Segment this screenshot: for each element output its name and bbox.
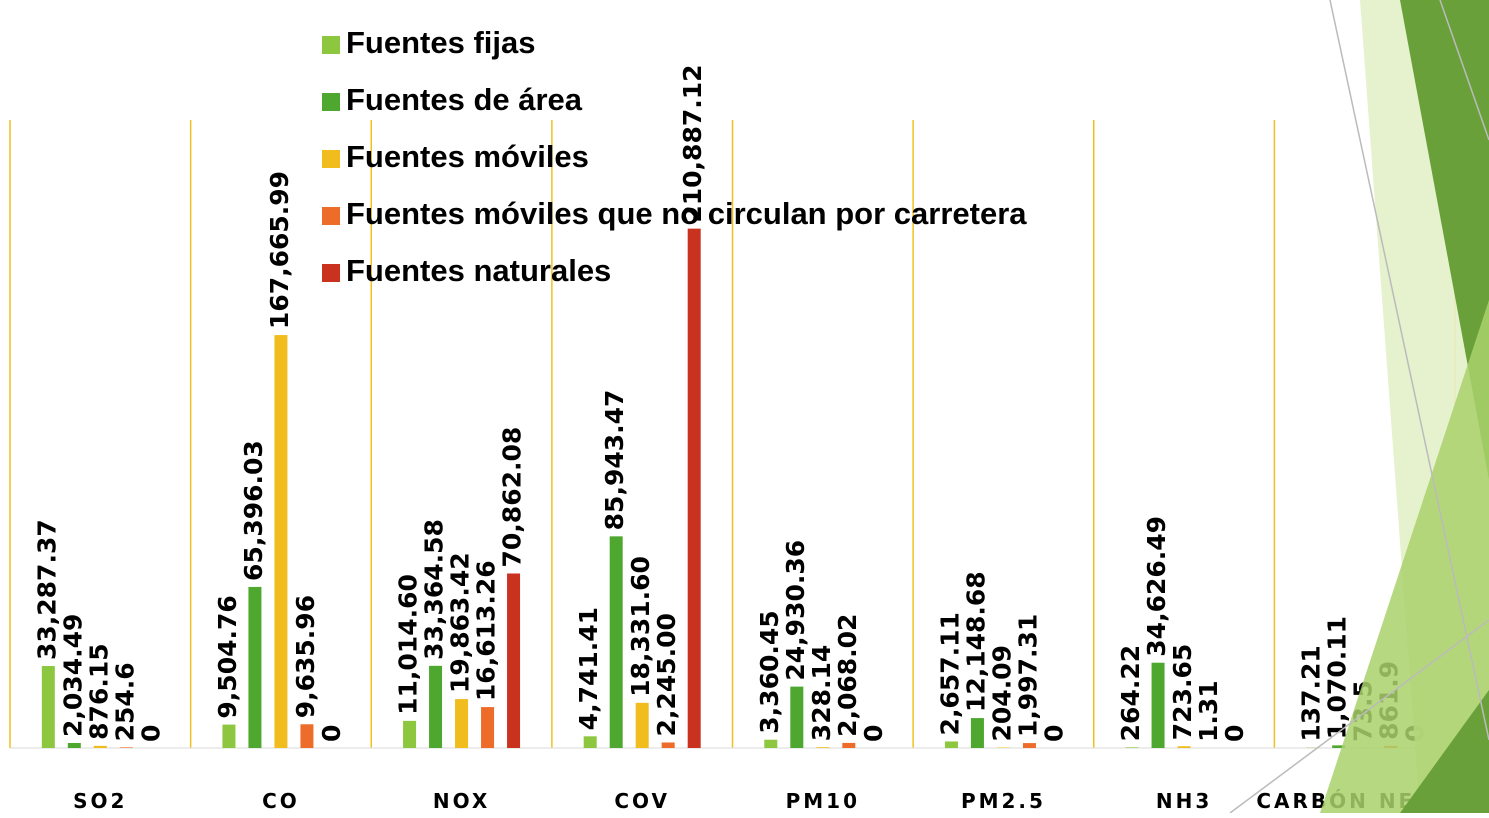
data-label: 70,862.08 — [498, 427, 527, 568]
bar — [971, 718, 984, 748]
legend-label: Fuentes móviles que no circulan por carr… — [346, 196, 1027, 231]
data-label: 204.09 — [987, 645, 1016, 741]
bar — [1126, 747, 1139, 748]
bar — [945, 741, 958, 748]
data-label: 16,613.26 — [472, 560, 501, 701]
data-label: 3,360.45 — [755, 610, 784, 733]
bar — [94, 746, 107, 748]
x-tick-label: CO — [262, 789, 300, 813]
data-label: 11,014.60 — [394, 574, 423, 715]
data-label: 0 — [859, 725, 888, 742]
legend-label: Fuentes móviles — [346, 139, 589, 174]
x-tick-label: PM2.5 — [961, 789, 1046, 813]
bar — [1152, 663, 1165, 748]
data-label: 19,863.42 — [446, 552, 475, 693]
bar — [764, 740, 777, 748]
data-label: 9,635.96 — [291, 595, 320, 718]
data-label: 9,504.76 — [213, 595, 242, 718]
bar — [790, 687, 803, 748]
data-label: 254.6 — [110, 662, 139, 741]
data-label: 2,034.49 — [58, 614, 87, 737]
x-tick-label: COV — [614, 789, 670, 813]
data-label: 18,331.60 — [626, 556, 655, 697]
data-label: 2,245.00 — [652, 613, 681, 736]
bar — [662, 742, 675, 748]
data-label: 33,287.37 — [32, 519, 61, 660]
x-tick-label: NH3 — [1156, 789, 1212, 813]
data-label: 2,068.02 — [833, 614, 862, 737]
bar — [455, 699, 468, 748]
data-label: 85,943.47 — [600, 390, 629, 531]
data-label: 2,657.11 — [935, 612, 964, 735]
bar — [816, 747, 829, 748]
legend-swatch — [322, 207, 340, 225]
bar — [274, 335, 287, 748]
data-label: 0 — [317, 725, 346, 742]
bar — [842, 743, 855, 748]
bar — [610, 536, 623, 748]
data-label: 0 — [1039, 725, 1068, 742]
plot-area: SO233,287.372,034.49876.15254.60CO9,504.… — [10, 25, 1473, 813]
bar — [248, 587, 261, 748]
data-label: 34,626.49 — [1142, 516, 1171, 657]
legend-label: Fuentes naturales — [346, 253, 611, 288]
data-label: 24,930.36 — [781, 540, 810, 681]
data-label: 1,070.11 — [1323, 616, 1352, 739]
legend-label: Fuentes fijas — [346, 25, 536, 60]
bar — [1023, 743, 1036, 748]
data-label: 328.14 — [807, 645, 836, 741]
data-label: 723.65 — [1168, 644, 1197, 740]
bar — [507, 573, 520, 748]
bar — [636, 703, 649, 748]
data-label: 264.22 — [1116, 645, 1145, 741]
x-tick-label: SO2 — [73, 789, 127, 813]
bar — [403, 721, 416, 748]
legend-swatch — [322, 264, 340, 282]
bar — [300, 724, 313, 748]
data-label: 876.15 — [84, 643, 113, 739]
bar — [120, 747, 133, 748]
data-label: 33,364.58 — [420, 519, 449, 660]
data-label: 1.31 — [1194, 680, 1223, 742]
legend-swatch — [322, 93, 340, 111]
data-label: 137.21 — [1297, 645, 1326, 741]
legend-swatch — [322, 36, 340, 54]
data-label: 4,741.41 — [574, 607, 603, 730]
data-label: 0 — [1220, 725, 1249, 742]
data-label: 1,997.31 — [1013, 614, 1042, 737]
legend-label: Fuentes de área — [346, 82, 583, 117]
x-tick-label: PM10 — [786, 789, 860, 813]
data-label: 167,665.99 — [265, 171, 294, 329]
data-label: 12,148.68 — [961, 571, 990, 712]
bar — [68, 743, 81, 748]
data-label: 65,396.03 — [239, 440, 268, 581]
x-tick-label: NOX — [433, 789, 490, 813]
data-label: 0 — [136, 725, 165, 742]
bar — [688, 229, 701, 748]
bar — [42, 666, 55, 748]
legend-swatch — [322, 150, 340, 168]
bar — [222, 725, 235, 748]
bar — [1178, 746, 1191, 748]
bar — [997, 747, 1010, 748]
bar — [429, 666, 442, 748]
bar — [584, 736, 597, 748]
bar — [481, 707, 494, 748]
